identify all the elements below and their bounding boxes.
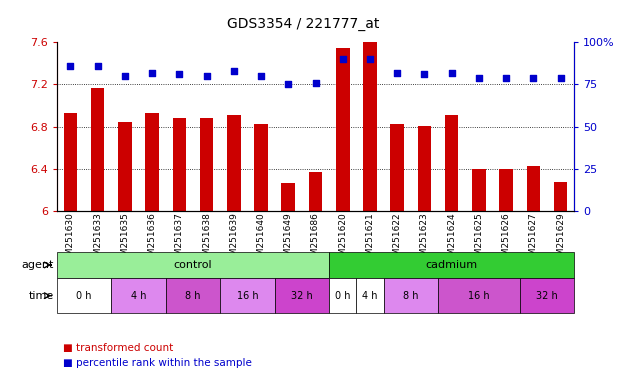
Text: 0 h: 0 h — [335, 291, 350, 301]
Bar — [554, 182, 567, 211]
Bar — [336, 48, 350, 211]
Bar — [363, 42, 377, 211]
Text: cadmium: cadmium — [425, 260, 478, 270]
Point — [283, 81, 293, 88]
Text: 8 h: 8 h — [186, 291, 201, 301]
Bar — [281, 183, 295, 211]
Point — [256, 73, 266, 79]
Point — [338, 56, 348, 62]
Bar — [254, 124, 268, 211]
Text: 16 h: 16 h — [468, 291, 490, 301]
Text: 32 h: 32 h — [291, 291, 313, 301]
Bar — [172, 118, 186, 211]
Point — [229, 68, 239, 74]
Text: control: control — [174, 260, 212, 270]
Point — [147, 70, 157, 76]
Point — [93, 63, 103, 69]
Point — [66, 63, 76, 69]
Point — [201, 73, 211, 79]
Bar — [64, 113, 77, 211]
Point — [365, 56, 375, 62]
Bar — [200, 118, 213, 211]
Point — [447, 70, 457, 76]
Bar — [499, 169, 513, 211]
Bar — [227, 115, 240, 211]
Text: agent: agent — [21, 260, 54, 270]
Text: 16 h: 16 h — [237, 291, 258, 301]
Bar — [445, 115, 459, 211]
Text: 32 h: 32 h — [536, 291, 558, 301]
Bar — [309, 172, 322, 211]
Point — [501, 74, 511, 81]
Point — [420, 71, 430, 78]
Point — [555, 74, 565, 81]
Point — [174, 71, 184, 78]
Point — [310, 80, 321, 86]
Bar — [418, 126, 431, 211]
Point — [392, 70, 402, 76]
Bar — [145, 113, 159, 211]
Text: ■ percentile rank within the sample: ■ percentile rank within the sample — [63, 358, 252, 368]
Point — [474, 74, 484, 81]
Bar — [118, 122, 132, 211]
Point — [528, 74, 538, 81]
Text: time: time — [28, 291, 54, 301]
Text: 4 h: 4 h — [131, 291, 146, 301]
Bar — [391, 124, 404, 211]
Text: 0 h: 0 h — [76, 291, 91, 301]
Point — [120, 73, 130, 79]
Bar — [526, 166, 540, 211]
Bar — [91, 88, 105, 211]
Text: GDS3354 / 221777_at: GDS3354 / 221777_at — [227, 17, 379, 31]
Text: 8 h: 8 h — [403, 291, 418, 301]
Text: 4 h: 4 h — [362, 291, 378, 301]
Text: ■ transformed count: ■ transformed count — [63, 343, 174, 353]
Bar — [472, 169, 486, 211]
